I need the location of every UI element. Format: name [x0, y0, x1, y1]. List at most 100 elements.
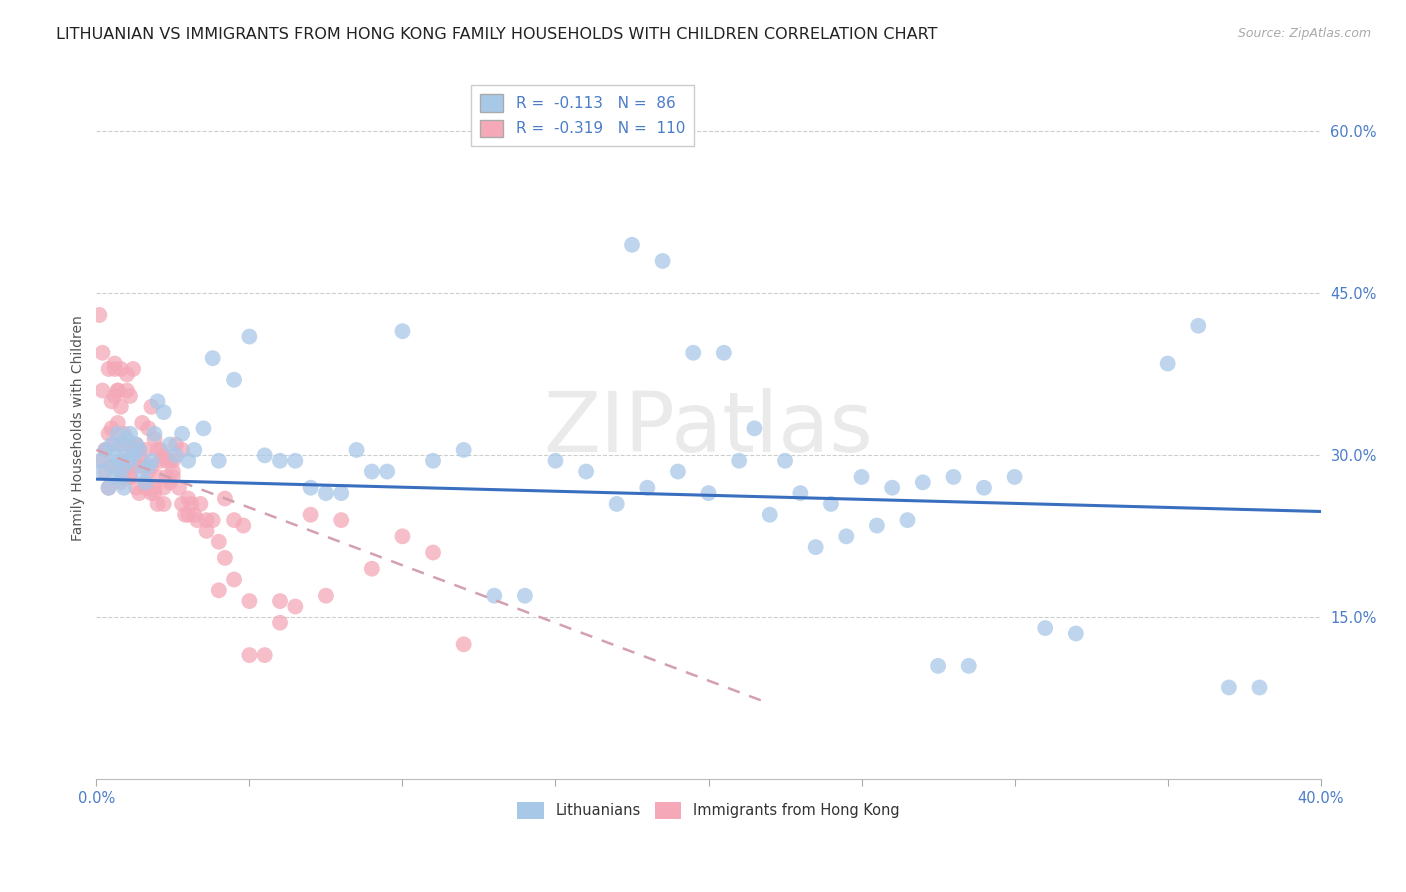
Point: [128, 486, 150, 500]
Point: [222, 513, 245, 527]
Point: [697, 486, 720, 500]
Point: [208, 534, 231, 549]
Point: [97, 481, 120, 495]
Text: LITHUANIAN VS IMMIGRANTS FROM HONG KONG FAMILY HOUSEHOLDS WITH CHILDREN CORRELAT: LITHUANIAN VS IMMIGRANTS FROM HONG KONG …: [56, 27, 938, 42]
Point: [112, 465, 135, 479]
Point: [942, 470, 965, 484]
Point: [835, 529, 858, 543]
Point: [315, 589, 337, 603]
Point: [330, 513, 353, 527]
Point: [253, 648, 276, 662]
Point: [115, 459, 138, 474]
Point: [896, 513, 918, 527]
Point: [146, 394, 169, 409]
Point: [159, 475, 181, 490]
Point: [100, 437, 122, 451]
Point: [107, 459, 129, 474]
Point: [104, 357, 127, 371]
Point: [104, 437, 127, 451]
Point: [927, 659, 949, 673]
Point: [118, 437, 141, 451]
Point: [284, 599, 307, 614]
Point: [94, 442, 117, 457]
Point: [104, 448, 127, 462]
Point: [269, 594, 291, 608]
Point: [110, 475, 132, 490]
Point: [115, 368, 138, 382]
Point: [973, 481, 995, 495]
Point: [149, 454, 172, 468]
Point: [134, 442, 156, 457]
Point: [159, 437, 181, 451]
Point: [97, 362, 120, 376]
Point: [152, 448, 174, 462]
Point: [118, 470, 141, 484]
Point: [195, 513, 218, 527]
Point: [269, 615, 291, 630]
Point: [112, 454, 135, 468]
Point: [773, 454, 796, 468]
Point: [162, 470, 184, 484]
Point: [174, 508, 197, 522]
Point: [911, 475, 934, 490]
Point: [112, 470, 135, 484]
Point: [112, 481, 135, 495]
Point: [115, 448, 138, 462]
Point: [214, 491, 236, 506]
Point: [118, 426, 141, 441]
Point: [789, 486, 811, 500]
Point: [804, 540, 827, 554]
Text: Source: ZipAtlas.com: Source: ZipAtlas.com: [1237, 27, 1371, 40]
Point: [94, 442, 117, 457]
Point: [122, 448, 145, 462]
Point: [146, 442, 169, 457]
Point: [100, 421, 122, 435]
Point: [134, 475, 156, 490]
Point: [201, 351, 224, 366]
Point: [138, 459, 160, 474]
Point: [882, 481, 904, 495]
Point: [138, 421, 160, 435]
Point: [107, 454, 129, 468]
Point: [134, 481, 156, 495]
Point: [125, 437, 148, 451]
Point: [177, 508, 200, 522]
Point: [152, 481, 174, 495]
Point: [115, 384, 138, 398]
Point: [453, 442, 475, 457]
Point: [141, 400, 163, 414]
Point: [1218, 681, 1240, 695]
Point: [253, 448, 276, 462]
Point: [138, 481, 160, 495]
Point: [170, 426, 193, 441]
Point: [621, 237, 644, 252]
Point: [162, 454, 184, 468]
Point: [1249, 681, 1271, 695]
Point: [606, 497, 628, 511]
Point: [112, 426, 135, 441]
Point: [128, 442, 150, 457]
Point: [146, 497, 169, 511]
Point: [222, 573, 245, 587]
Point: [453, 637, 475, 651]
Point: [131, 416, 153, 430]
Point: [91, 454, 114, 468]
Point: [146, 470, 169, 484]
Point: [1156, 357, 1178, 371]
Point: [360, 562, 382, 576]
Point: [104, 389, 127, 403]
Point: [152, 497, 174, 511]
Point: [851, 470, 873, 484]
Point: [94, 442, 117, 457]
Point: [195, 524, 218, 538]
Point: [141, 459, 163, 474]
Point: [1064, 626, 1087, 640]
Point: [391, 324, 413, 338]
Point: [957, 659, 980, 673]
Point: [141, 454, 163, 468]
Point: [143, 426, 166, 441]
Point: [159, 454, 181, 468]
Point: [143, 432, 166, 446]
Point: [125, 437, 148, 451]
Point: [299, 508, 322, 522]
